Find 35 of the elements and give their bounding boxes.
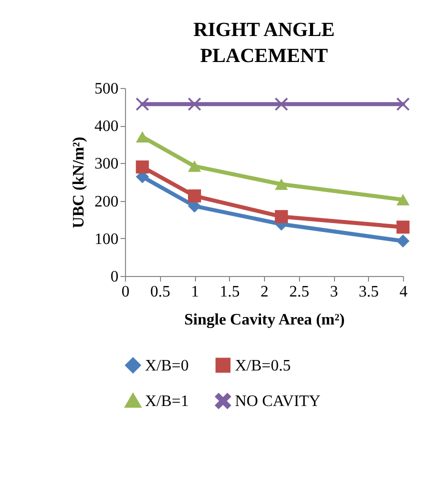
chart-title: RIGHT ANGLE PLACEMENT <box>193 19 335 67</box>
point <box>396 220 410 234</box>
y-tick-label: 500 <box>94 80 118 98</box>
legend-label: X/B=0 <box>145 357 189 374</box>
y-axis-title: UBC (kN/m²) <box>70 136 88 228</box>
legend-label: X/B=0.5 <box>235 357 291 374</box>
point <box>396 234 410 248</box>
point <box>274 98 288 111</box>
y-tick-label: 100 <box>94 230 118 248</box>
point <box>188 189 202 202</box>
x-tick-label: 1.5 <box>220 284 240 300</box>
x-tick-label: 3.5 <box>358 284 379 300</box>
point <box>396 98 410 111</box>
x-tick-label: 3 <box>330 284 338 300</box>
legend-label: NO CAVITY <box>235 393 321 410</box>
y-tick-label: 0 <box>110 268 118 286</box>
point <box>274 178 288 190</box>
point <box>396 194 410 206</box>
point <box>136 131 149 143</box>
x-tick-label: 2.5 <box>289 284 310 300</box>
x-tick-label: 1 <box>191 284 199 300</box>
x-tick-label: 0.5 <box>150 284 170 300</box>
y-tick-label: 400 <box>94 118 118 136</box>
x-tick-label: 0 <box>122 284 130 300</box>
x-tick-label: 4 <box>400 284 408 300</box>
point <box>188 160 202 172</box>
legend-label: X/B=1 <box>145 393 189 410</box>
y-tick-label: 300 <box>94 156 118 173</box>
point <box>136 160 149 174</box>
x-axis-title: Single Cavity Area (m²) <box>184 312 345 328</box>
y-tick-label: 200 <box>94 193 118 210</box>
point <box>188 98 202 111</box>
x-tick-label: 2 <box>260 284 268 300</box>
point <box>136 98 149 111</box>
point <box>274 210 288 224</box>
